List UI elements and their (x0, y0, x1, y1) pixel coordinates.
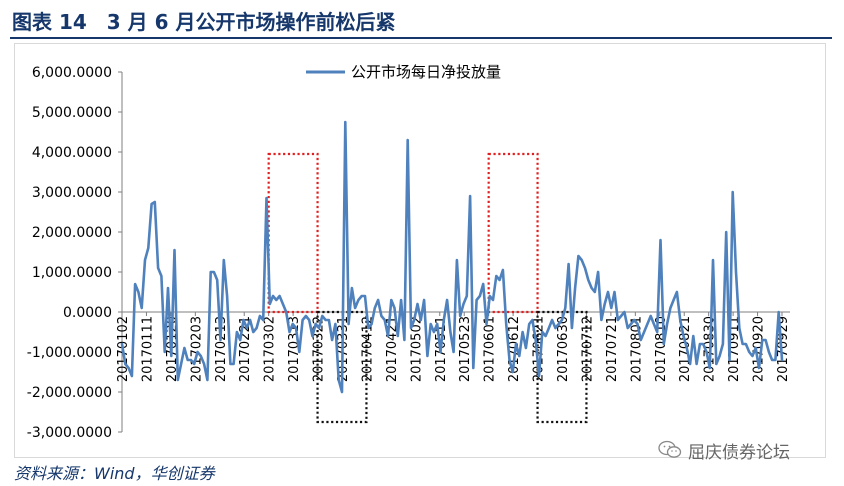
x-tick-label: 20170313 (287, 316, 302, 382)
y-tick-label: 2,000.0000 (32, 225, 112, 241)
y-tick-label: -3,000.0000 (27, 425, 112, 441)
figure-title: 图表 14 3 月 6 月公开市场操作前松后紧 (12, 10, 396, 34)
black-dotted-box (536, 310, 588, 424)
watermark: 屈庆债券论坛 (658, 438, 790, 463)
x-tick-label: 20170601 (483, 316, 498, 382)
x-tick-label: 20170523 (458, 316, 473, 382)
red-dotted-box (267, 152, 319, 314)
series-layer (120, 120, 784, 394)
x-tick-label: 20170920 (752, 316, 767, 382)
figure-header: 图表 14 3 月 6 月公开市场操作前松后紧 (0, 0, 844, 36)
legend-label: 公开市场每日净投放量 (351, 63, 501, 81)
x-tick-label: 20170322 (312, 316, 327, 382)
legend: 公开市场每日净投放量 (306, 63, 501, 81)
x-tick-label: 20170630 (556, 316, 571, 382)
y-tick-label: -1,000.0000 (27, 345, 112, 361)
y-axis-ticks: 6,000.0000 5,000.0000 4,000.0000 3,000.0000… (27, 65, 122, 441)
watermark-text: 屈庆债券论坛 (688, 442, 790, 463)
y-tick-label: 5,000.0000 (32, 105, 112, 121)
wechat-icon (658, 440, 682, 458)
x-tick-label: 20170203 (189, 316, 204, 382)
x-tick-label: 20170721 (605, 316, 620, 382)
y-tick-label: 6,000.0000 (32, 65, 112, 81)
x-tick-label: 20170412 (360, 316, 375, 382)
x-tick-label: 20170111 (140, 316, 155, 382)
y-tick-label: 1,000.0000 (32, 265, 112, 281)
y-tick-label: 0.0000 (63, 305, 112, 321)
series-line (120, 120, 784, 394)
title-rule (10, 37, 832, 39)
y-tick-label: -2,000.0000 (27, 385, 112, 401)
x-tick-label: 20170302 (263, 316, 278, 382)
x-tick-label: 20170213 (214, 316, 229, 382)
source-note: 资料来源：Wind，华创证券 (14, 464, 215, 483)
y-tick-label: 3,000.0000 (32, 185, 112, 201)
chart-frame (14, 43, 826, 458)
x-tick-label: 20170502 (409, 316, 424, 382)
y-tick-label: 4,000.0000 (32, 145, 112, 161)
x-tick-label: 20170712 (580, 316, 595, 382)
red-dotted-box (487, 152, 539, 314)
